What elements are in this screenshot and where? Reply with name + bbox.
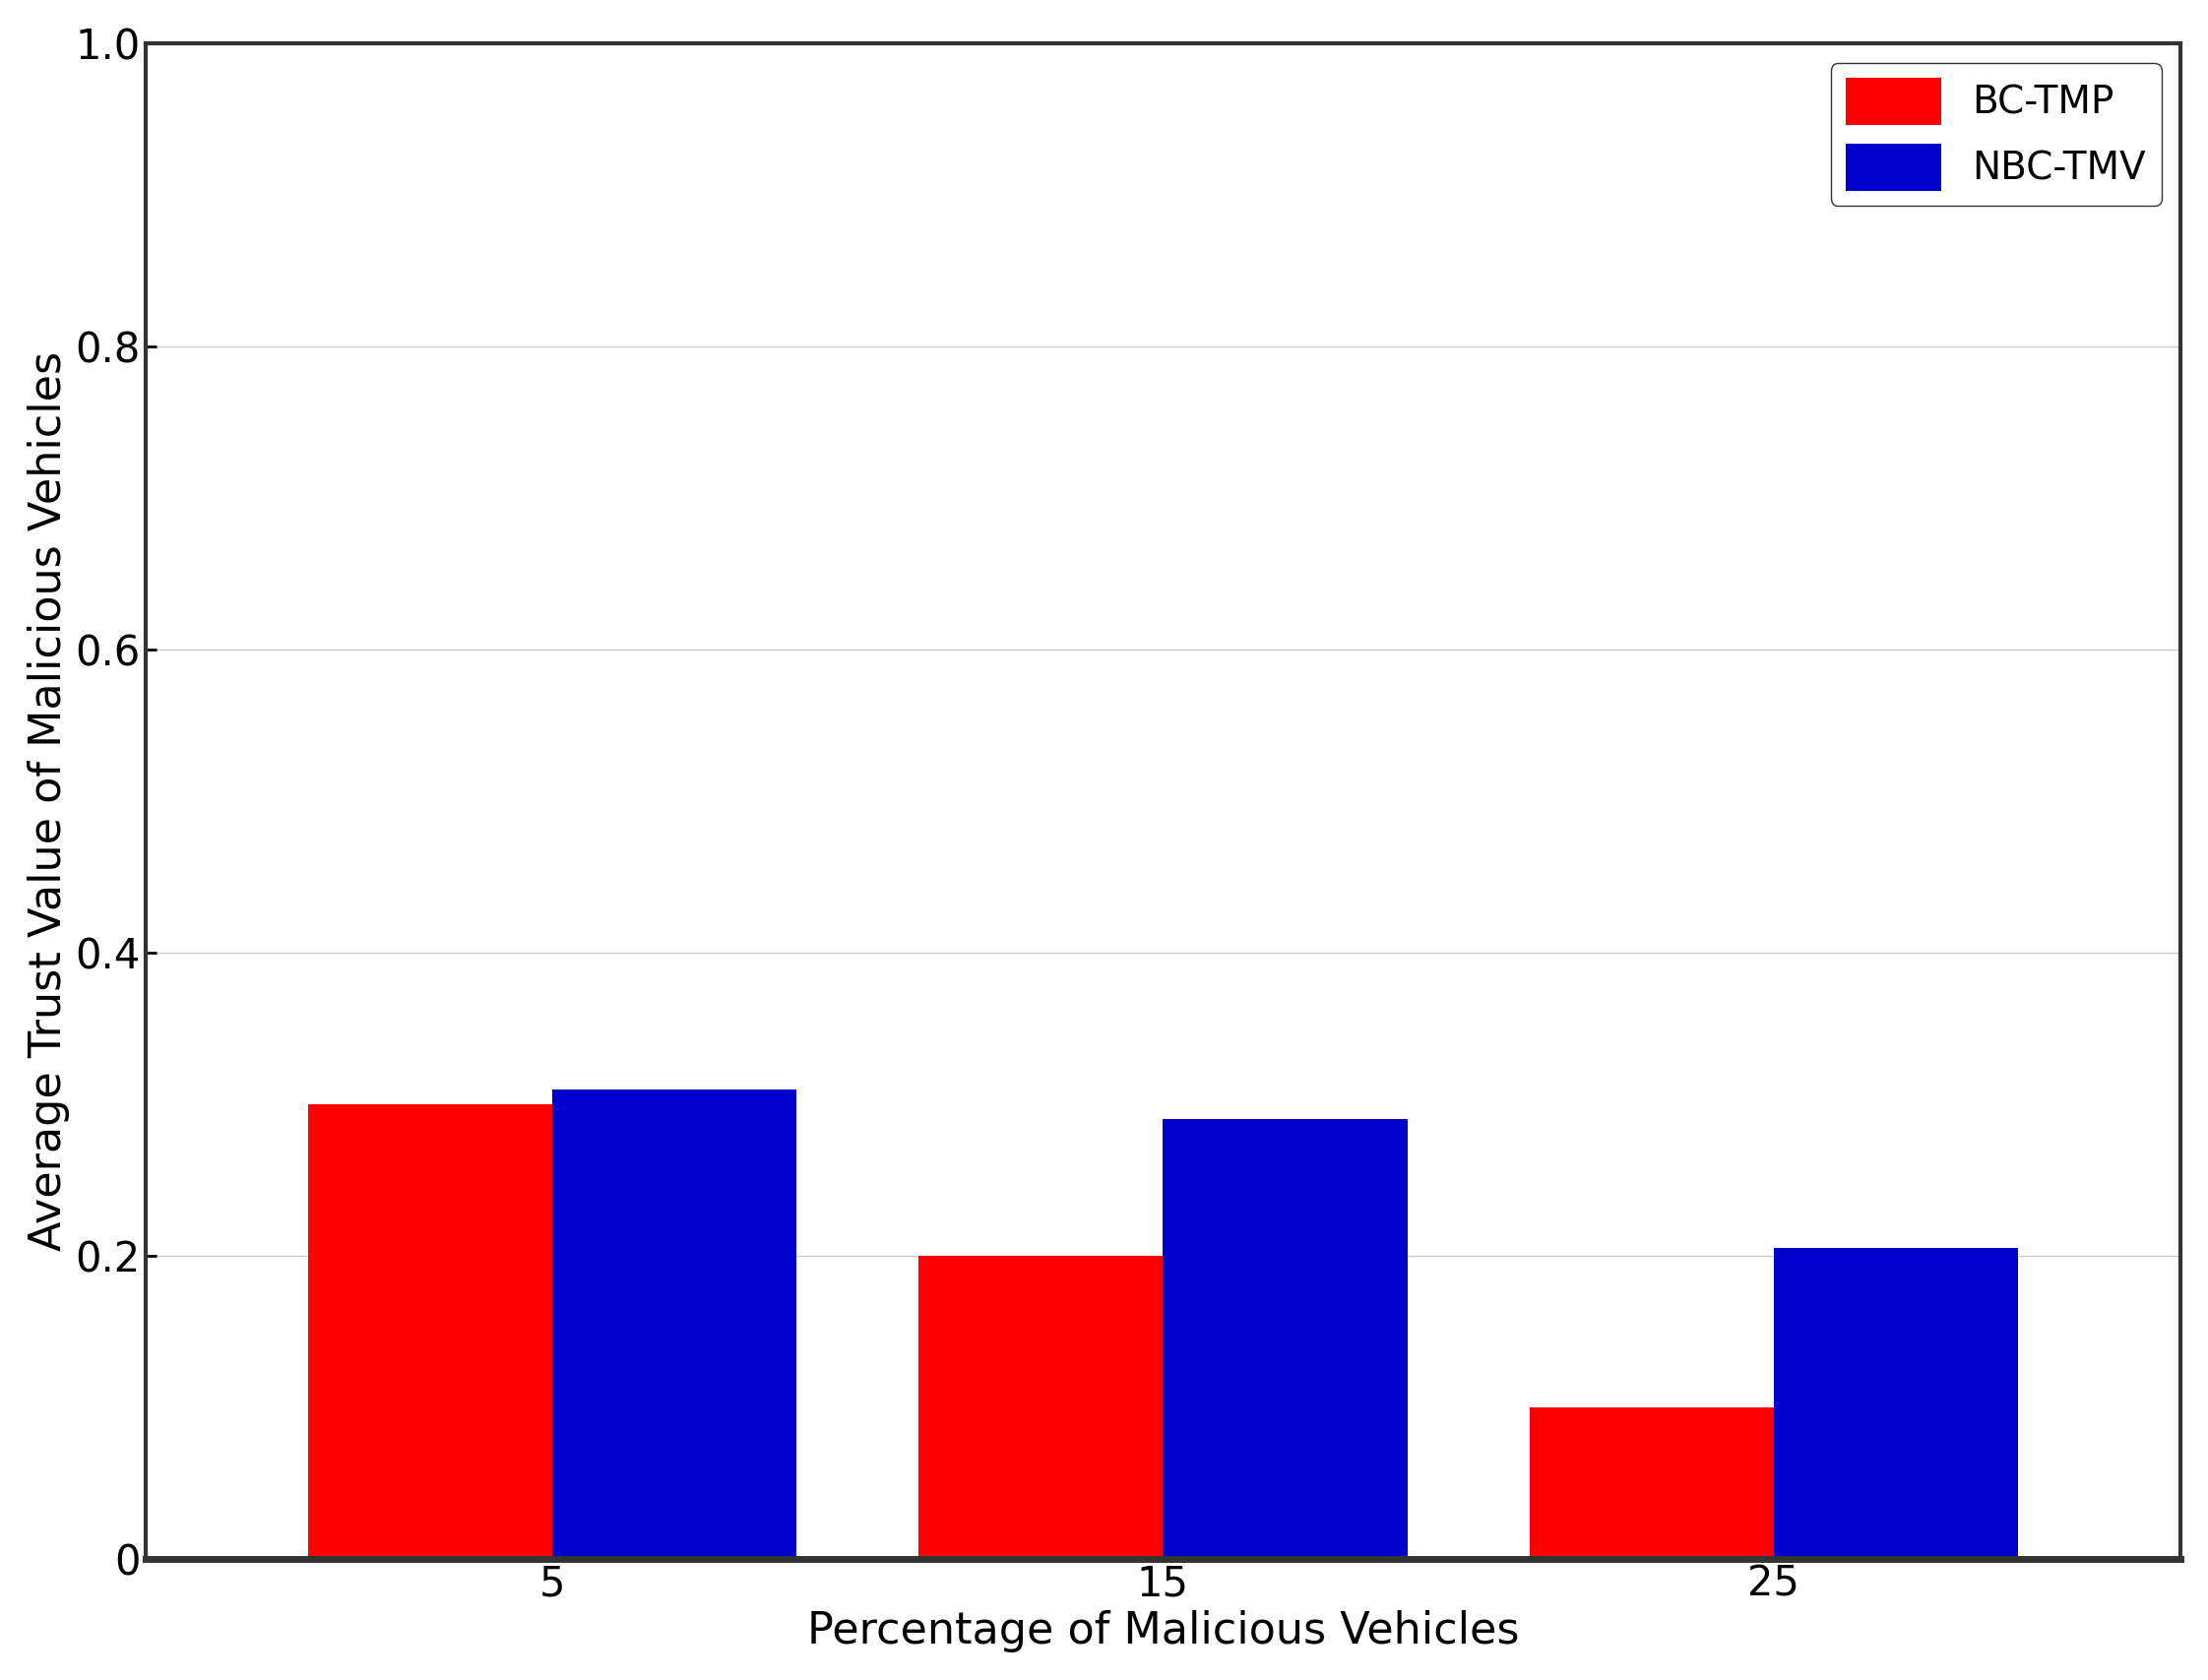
X-axis label: Percentage of Malicious Vehicles: Percentage of Malicious Vehicles bbox=[806, 1611, 1519, 1653]
Bar bbox=[1530, 1408, 1773, 1559]
Bar bbox=[1164, 1119, 1406, 1559]
Bar bbox=[919, 1255, 1164, 1559]
Bar bbox=[1773, 1248, 2018, 1559]
Legend: BC-TMP, NBC-TMV: BC-TMP, NBC-TMV bbox=[1830, 62, 2162, 207]
Bar bbox=[309, 1104, 552, 1559]
Bar bbox=[552, 1089, 797, 1559]
Y-axis label: Average Trust Value of Malicious Vehicles: Average Trust Value of Malicious Vehicle… bbox=[26, 351, 71, 1252]
